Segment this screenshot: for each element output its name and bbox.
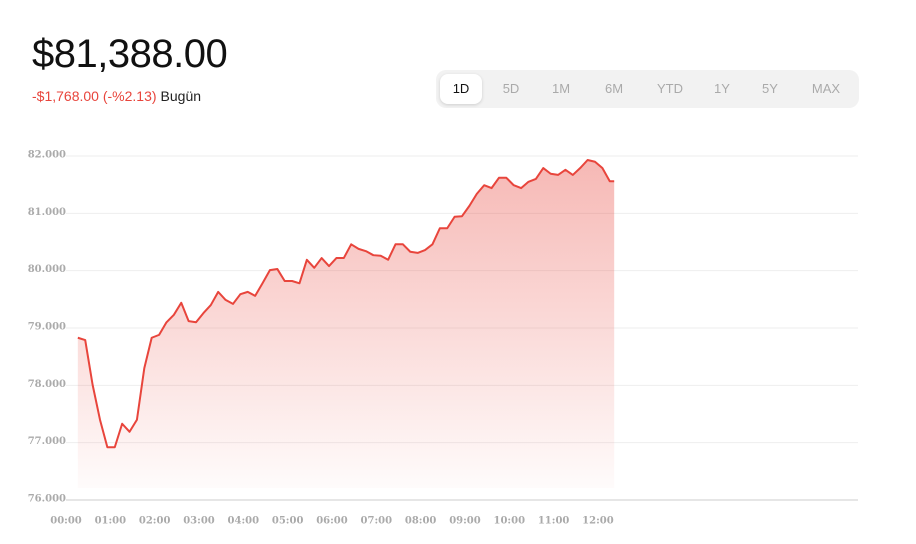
y-tick-label: 79.000 (28, 322, 66, 333)
x-tick-label: 04:00 (228, 516, 260, 527)
x-tick-label: 06:00 (316, 516, 348, 527)
x-tick-label: 05:00 (272, 516, 304, 527)
y-tick-label: 77.000 (28, 436, 66, 447)
y-tick-label: 81.000 (28, 207, 66, 218)
x-tick-label: 07:00 (361, 516, 393, 527)
range-button[interactable]: 5D (502, 81, 520, 96)
x-tick-label: 03:00 (183, 516, 215, 527)
period: Bugün (160, 88, 202, 104)
x-tick-label: 12:00 (582, 516, 614, 527)
y-tick-label: 82.000 (28, 150, 66, 161)
range-selector: 1D 5D 1M 6M YTD 1Y 5Y MAX (436, 70, 859, 108)
range-button[interactable]: 5Y (762, 81, 778, 96)
x-tick-label: 09:00 (449, 516, 481, 527)
y-tick-label: 76.000 (28, 494, 66, 505)
range-button[interactable]: 1D (440, 74, 482, 104)
x-tick-label: 00:00 (50, 516, 82, 527)
area-fill (77, 160, 615, 488)
x-tick-label: 02:00 (139, 516, 171, 527)
x-tick-label: 08:00 (405, 516, 437, 527)
range-button[interactable]: 6M (604, 81, 624, 96)
range-button[interactable]: 1M (551, 81, 571, 96)
range-button[interactable]: 1Y (714, 81, 730, 96)
price: $81,388.00 (32, 32, 228, 76)
x-tick-label: 01:00 (95, 516, 127, 527)
change-line: -$1,768.00 (-%2.13) Bugün (32, 88, 201, 104)
price-line (77, 159, 615, 449)
change: -$1,768.00 (-%2.13) (32, 88, 157, 104)
range-button[interactable]: MAX (811, 81, 841, 96)
x-tick-label: 11:00 (538, 516, 570, 527)
range-button[interactable]: YTD (657, 81, 683, 96)
y-tick-label: 80.000 (28, 264, 66, 275)
x-tick-label: 10:00 (494, 516, 526, 527)
y-tick-label: 78.000 (28, 379, 66, 390)
